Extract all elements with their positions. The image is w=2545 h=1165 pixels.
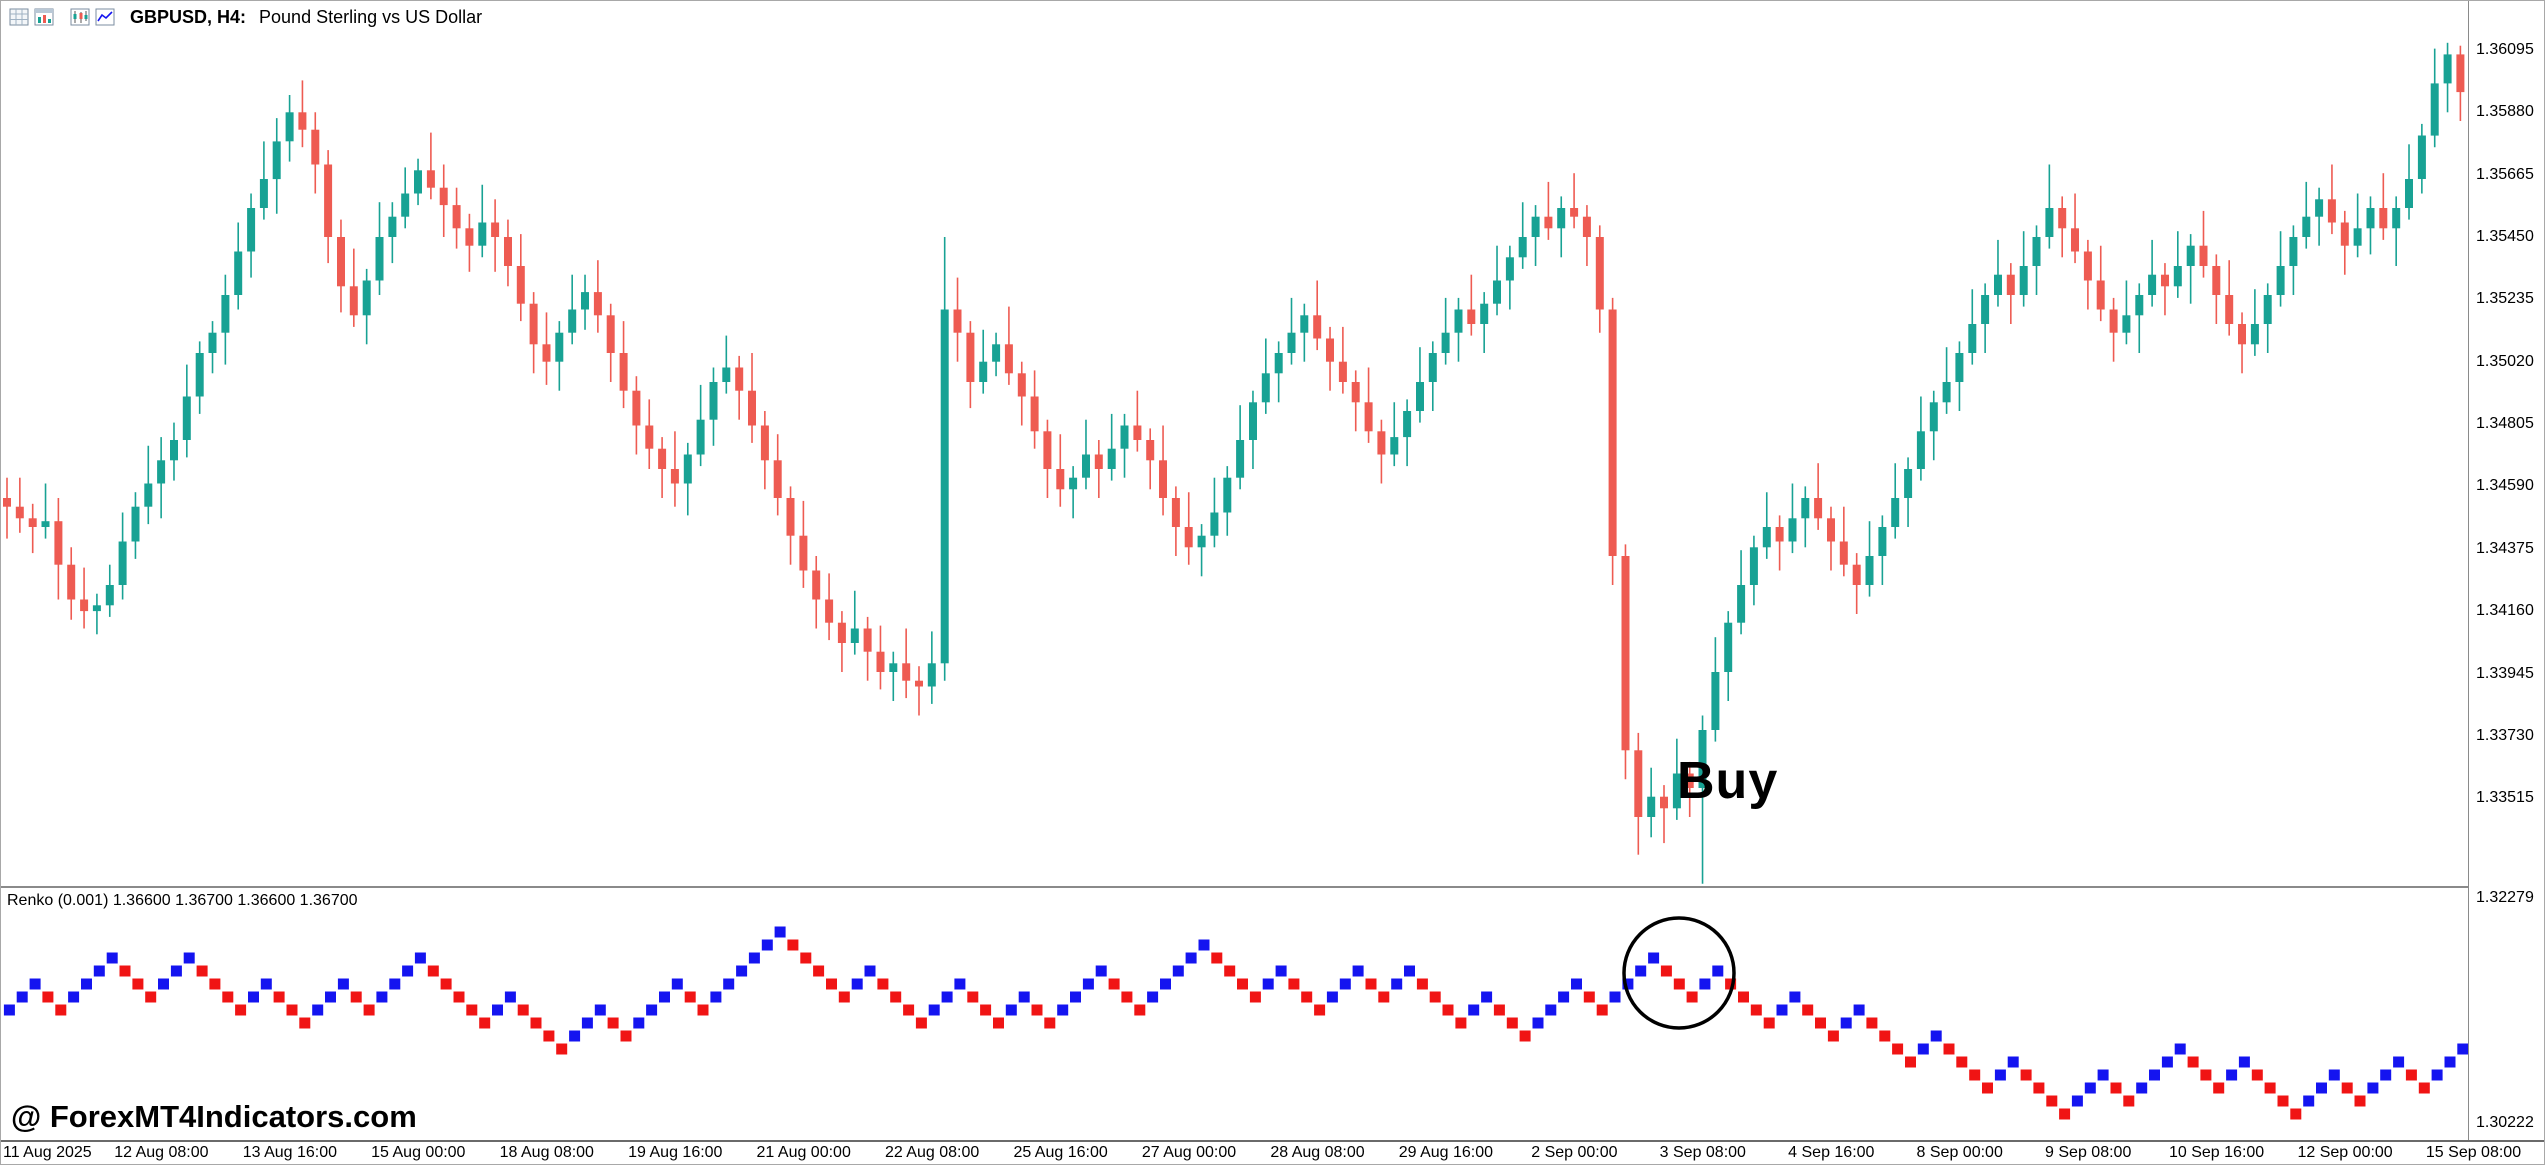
price-axis[interactable]: 1.36095 1.35880 1.35665 1.35450 1.35235 1.350… (2469, 1, 2544, 1140)
time-tick-label: 22 Aug 08:00 (884, 1144, 980, 1161)
price-tick-label: 1.34375 (2476, 539, 2534, 557)
time-tick-label: 15 Sep 08:00 (2425, 1144, 2522, 1161)
time-tick-label: 9 Sep 08:00 (2045, 1144, 2132, 1161)
time-tick-label: 11 Aug 2025 (3, 1144, 92, 1161)
symbol-title: GBPUSD, H4: Pound Sterling vs US Dollar (130, 7, 482, 28)
chart-window-icon[interactable] (34, 7, 54, 27)
buy-signal-circle-annotation (1622, 916, 1736, 1030)
time-tick-label: 21 Aug 00:00 (756, 1144, 851, 1161)
candlestick-series (3, 42, 2465, 884)
time-tick-label: 19 Aug 16:00 (628, 1144, 723, 1161)
time-tick-label: 4 Sep 16:00 (1788, 1144, 1875, 1161)
candlestick-chart-icon[interactable] (70, 7, 90, 27)
time-axis[interactable]: 11 Aug 2025 12 Aug 08:00 13 Aug 16:00 15 Au… (1, 1142, 2544, 1164)
price-tick-label: 1.33515 (2476, 789, 2534, 807)
price-tick-label: 1.35235 (2476, 290, 2534, 308)
pane-separator[interactable] (1, 886, 2544, 888)
time-tick-label: 12 Sep 00:00 (2297, 1144, 2393, 1161)
symbol-timeframe-label: GBPUSD, H4: (130, 6, 247, 27)
time-tick-label: 29 Aug 16:00 (1398, 1144, 1494, 1161)
price-tick-label: 1.33945 (2476, 664, 2534, 682)
time-tick-label: 10 Sep 16:00 (2168, 1144, 2265, 1161)
grid-icon[interactable] (9, 7, 29, 27)
price-tick-label: 1.33730 (2476, 726, 2534, 744)
line-chart-icon[interactable] (95, 7, 115, 27)
time-tick-label: 3 Sep 08:00 (1659, 1144, 1746, 1161)
time-tick-label: 15 Aug 00:00 (371, 1144, 466, 1161)
symbol-description-label: Pound Sterling vs US Dollar (259, 6, 483, 27)
price-tick-label: 1.35450 (2476, 228, 2534, 246)
time-tick-label: 27 Aug 00:00 (1141, 1144, 1237, 1161)
watermark: @ ForexMT4Indicators.com (11, 1099, 417, 1134)
price-tick-label: 1.34160 (2476, 602, 2534, 620)
time-tick-label: 2 Sep 00:00 (1531, 1144, 1618, 1161)
renko-tick-label: 1.30222 (2476, 1114, 2534, 1131)
time-tick-label: 12 Aug 08:00 (114, 1144, 209, 1161)
buy-annotation: Buy (1677, 752, 1779, 810)
price-tick-label: 1.36095 (2476, 41, 2534, 58)
price-tick-label: 1.35880 (2476, 103, 2534, 121)
time-tick-label: 25 Aug 16:00 (1013, 1144, 1108, 1161)
renko-tick-label: 1.32279 (2476, 889, 2534, 906)
time-tick-label: 13 Aug 16:00 (242, 1144, 338, 1161)
time-tick-label: 8 Sep 00:00 (1916, 1144, 2003, 1161)
price-tick-label: 1.34590 (2476, 477, 2534, 495)
chart-header: GBPUSD, H4: Pound Sterling vs US Dollar (9, 5, 482, 29)
time-axis-border (1, 1140, 2544, 1142)
time-tick-label: 18 Aug 08:00 (499, 1144, 594, 1161)
renko-indicator-label: Renko (0.001) 1.36600 1.36700 1.36600 1.… (7, 892, 358, 909)
price-tick-label: 1.34805 (2476, 415, 2534, 433)
price-axis-border (2468, 1, 2469, 1140)
time-tick-label: 28 Aug 08:00 (1270, 1144, 1365, 1161)
renko-series (3, 926, 2469, 1120)
price-tick-label: 1.35020 (2476, 352, 2534, 370)
price-tick-label: 1.35665 (2476, 165, 2534, 183)
